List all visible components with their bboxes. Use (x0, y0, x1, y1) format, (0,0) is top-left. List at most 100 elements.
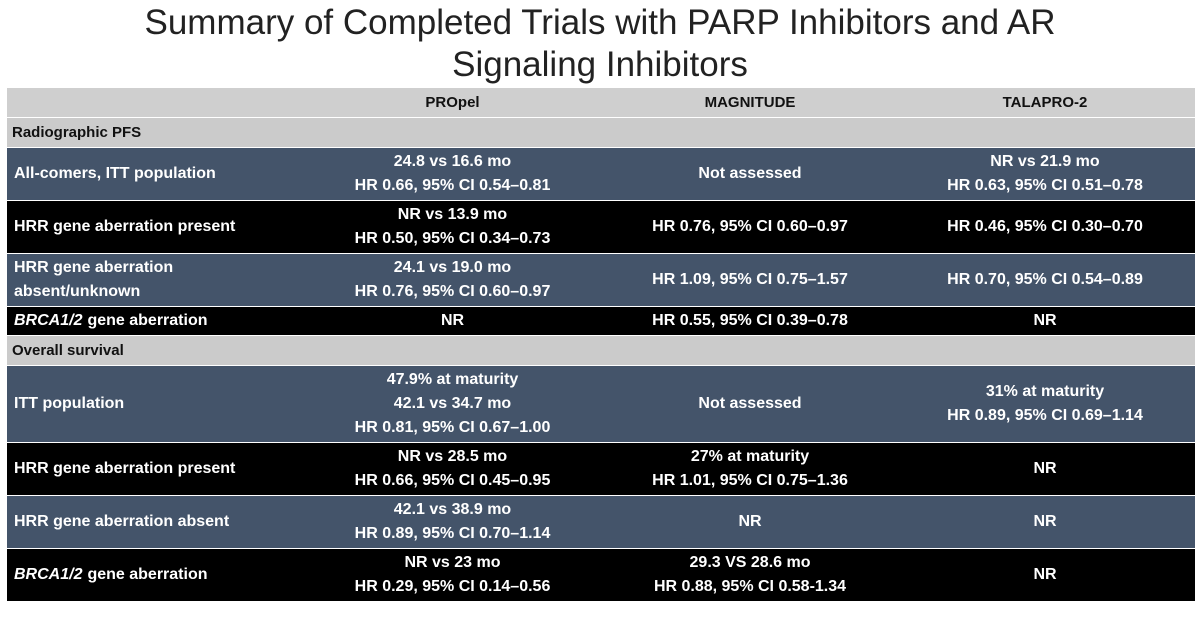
cell-line: NR (1033, 312, 1057, 329)
data-row: HRR gene aberration absent 42.1 vs 38.9 m… (7, 496, 1195, 549)
row-label: HRR gene aberration absent (7, 496, 300, 548)
label-text: gene aberration (87, 566, 208, 583)
label-text: HRR gene aberration present (14, 218, 236, 235)
row-label: HRR gene aberration absent/unknown (7, 254, 300, 306)
cell-line: NR vs 23 mo (404, 554, 501, 571)
cell-line: HR 0.66, 95% CI 0.54–0.81 (354, 177, 551, 194)
cell: NR vs 21.9 mo HR 0.63, 95% CI 0.51–0.78 (895, 148, 1195, 200)
cell: 27% at maturity HR 1.01, 95% CI 0.75–1.36 (605, 443, 895, 495)
cell: NR vs 28.5 mo HR 0.66, 95% CI 0.45–0.95 (300, 443, 605, 495)
cell-line: 24.1 vs 19.0 mo (393, 259, 512, 276)
label-text: HRR gene aberration (14, 259, 174, 276)
header-cell: MAGNITUDE (704, 93, 796, 111)
cell-line: NR vs 21.9 mo (990, 153, 1100, 170)
cell-line: 29.3 VS 28.6 mo (689, 554, 811, 571)
cell: NR vs 13.9 mo HR 0.50, 95% CI 0.34–0.73 (300, 201, 605, 253)
slide-title: Summary of Completed Trials with PARP In… (0, 2, 1200, 86)
label-line: HRR gene aberration absent (14, 510, 229, 534)
cell-line: 42.1 vs 38.9 mo (393, 501, 512, 518)
cell: 31% at maturity HR 0.89, 95% CI 0.69–1.14 (895, 366, 1195, 442)
cell: NR (895, 496, 1195, 548)
header-row: PROpel MAGNITUDE TALAPRO-2 (7, 88, 1195, 118)
cell: 24.1 vs 19.0 mo HR 0.76, 95% CI 0.60–0.97 (300, 254, 605, 306)
row-label: ITT population (7, 366, 300, 442)
cell: HR 0.76, 95% CI 0.60–0.97 (605, 201, 895, 253)
cell: Not assessed (605, 148, 895, 200)
cell: HR 0.70, 95% CI 0.54–0.89 (895, 254, 1195, 306)
cell-line: NR (1033, 566, 1057, 583)
header-cell: PROpel (425, 93, 480, 111)
data-row: HRR gene aberration present NR vs 28.5 mo… (7, 443, 1195, 496)
label-line: All-comers, ITT population (14, 162, 216, 186)
title-line: Signaling Inhibitors (452, 45, 748, 84)
cell: NR (300, 307, 605, 335)
label-line: BRCA1/2 gene aberration (14, 309, 208, 333)
cell: NR (605, 496, 895, 548)
data-row: BRCA1/2 gene aberration NR vs 23 mo HR 0.29… (7, 549, 1195, 602)
cell-line: HR 0.66, 95% CI 0.45–0.95 (354, 472, 551, 489)
cell-line: NR (440, 312, 465, 329)
header-cell: TALAPRO-2 (1002, 93, 1088, 111)
cell: 42.1 vs 38.9 mo HR 0.89, 95% CI 0.70–1.14 (300, 496, 605, 548)
data-row: All-comers, ITT population 24.8 vs 16.6 m… (7, 148, 1195, 201)
cell: HR 0.55, 95% CI 0.39–0.78 (605, 307, 895, 335)
cell: Not assessed (605, 366, 895, 442)
cell-line: HR 0.70, 95% CI 0.54–0.89 (947, 271, 1143, 288)
label-text: ITT population (14, 395, 125, 412)
cell-line: 24.8 vs 16.6 mo (393, 153, 512, 170)
data-row: HRR gene aberration absent/unknown 24.1 vs… (7, 254, 1195, 307)
cell-line: NR (738, 513, 762, 530)
cell: NR (895, 307, 1195, 335)
data-row: ITT population 47.9% at maturity 42.1 vs 3… (7, 366, 1195, 443)
cell-line: HR 0.89, 95% CI 0.70–1.14 (354, 525, 551, 542)
label-line: ITT population (14, 392, 124, 416)
label-text: HRR gene aberration absent (14, 513, 230, 530)
cell-line: NR (1033, 460, 1057, 477)
row-label: HRR gene aberration present (7, 201, 300, 253)
cell-line: HR 0.76, 95% CI 0.60–0.97 (354, 283, 551, 300)
cell: NR (895, 549, 1195, 601)
cell-line: HR 0.55, 95% CI 0.39–0.78 (652, 312, 848, 329)
cell-line: 42.1 vs 34.7 mo (393, 395, 512, 412)
data-row: HRR gene aberration present NR vs 13.9 mo… (7, 201, 1195, 254)
label-text: HRR gene aberration present (14, 460, 236, 477)
cell: 47.9% at maturity 42.1 vs 34.7 mo HR 0.81,… (300, 366, 605, 442)
cell: HR 1.09, 95% CI 0.75–1.57 (605, 254, 895, 306)
cell: HR 0.46, 95% CI 0.30–0.70 (895, 201, 1195, 253)
cell: NR (895, 443, 1195, 495)
cell-line: Not assessed (698, 165, 802, 182)
section-row: Radiographic PFS (7, 118, 1195, 148)
label-text: gene aberration (87, 312, 208, 329)
cell: NR vs 23 mo HR 0.29, 95% CI 0.14–0.56 (300, 549, 605, 601)
cell-line: 47.9% at maturity (386, 371, 519, 388)
cell-line: HR 0.81, 95% CI 0.67–1.00 (354, 419, 551, 436)
cell-line: NR (1033, 513, 1057, 530)
cell: 29.3 VS 28.6 mo HR 0.88, 95% CI 0.58-1.34 (605, 549, 895, 601)
cell-line: 27% at maturity (690, 448, 810, 465)
row-label: BRCA1/2 gene aberration (7, 307, 300, 335)
trials-table: PROpel MAGNITUDE TALAPRO-2 Radiographic PFS… (7, 88, 1195, 602)
cell-line: HR 0.89, 95% CI 0.69–1.14 (947, 407, 1143, 424)
header-cell (7, 88, 300, 117)
label-text: absent/unknown (14, 283, 141, 300)
row-label: All-comers, ITT population (7, 148, 300, 200)
cell-line: HR 0.63, 95% CI 0.51–0.78 (947, 177, 1143, 194)
cell-line: HR 0.88, 95% CI 0.58-1.34 (653, 578, 847, 595)
data-row: BRCA1/2 gene aberration NR HR 0.55, 95% CI … (7, 307, 1195, 336)
cell-line: Not assessed (698, 395, 802, 412)
cell-line: HR 0.50, 95% CI 0.34–0.73 (354, 230, 551, 247)
cell-line: HR 0.76, 95% CI 0.60–0.97 (652, 218, 848, 235)
cell-line: HR 0.29, 95% CI 0.14–0.56 (354, 578, 551, 595)
label-italic: BRCA1/2 (14, 312, 83, 329)
row-label: HRR gene aberration present (7, 443, 300, 495)
label-line: HRR gene aberration present (14, 215, 235, 239)
label-line: BRCA1/2 gene aberration (14, 563, 208, 587)
row-label: BRCA1/2 gene aberration (7, 549, 300, 601)
label-line: HRR gene aberration (14, 256, 173, 280)
cell: 24.8 vs 16.6 mo HR 0.66, 95% CI 0.54–0.81 (300, 148, 605, 200)
label-text: All-comers, ITT population (14, 165, 216, 182)
cell-line: HR 0.46, 95% CI 0.30–0.70 (947, 218, 1143, 235)
label-line: absent/unknown (14, 280, 140, 304)
cell-line: HR 1.01, 95% CI 0.75–1.36 (652, 472, 848, 489)
label-italic: BRCA1/2 (14, 566, 83, 583)
